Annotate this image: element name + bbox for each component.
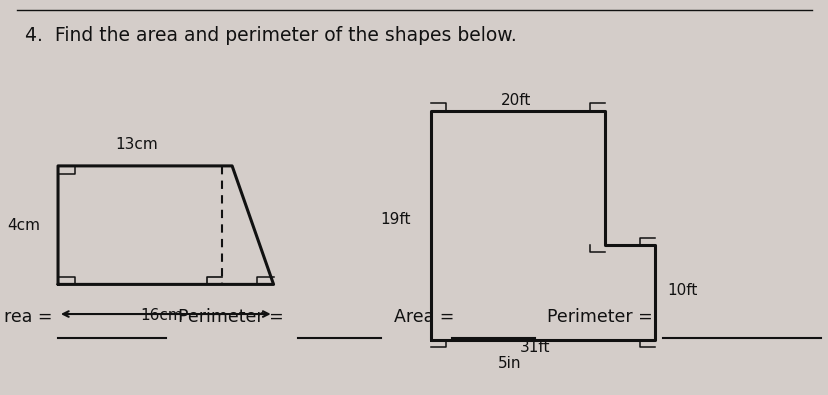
Text: 10ft: 10ft — [667, 283, 697, 298]
Text: 13cm: 13cm — [115, 137, 158, 152]
Text: 31ft: 31ft — [519, 340, 549, 356]
Text: Perimeter =: Perimeter = — [546, 308, 652, 326]
Text: 19ft: 19ft — [379, 212, 410, 227]
Text: 16cm: 16cm — [140, 308, 183, 324]
Text: rea =: rea = — [4, 308, 53, 326]
Text: 4.  Find the area and perimeter of the shapes below.: 4. Find the area and perimeter of the sh… — [25, 26, 516, 45]
Text: 5in: 5in — [498, 356, 521, 371]
Text: Perimeter =: Perimeter = — [178, 308, 284, 326]
Text: Area =: Area = — [393, 308, 454, 326]
Text: 20ft: 20ft — [500, 93, 530, 108]
Text: 4cm: 4cm — [7, 218, 40, 233]
